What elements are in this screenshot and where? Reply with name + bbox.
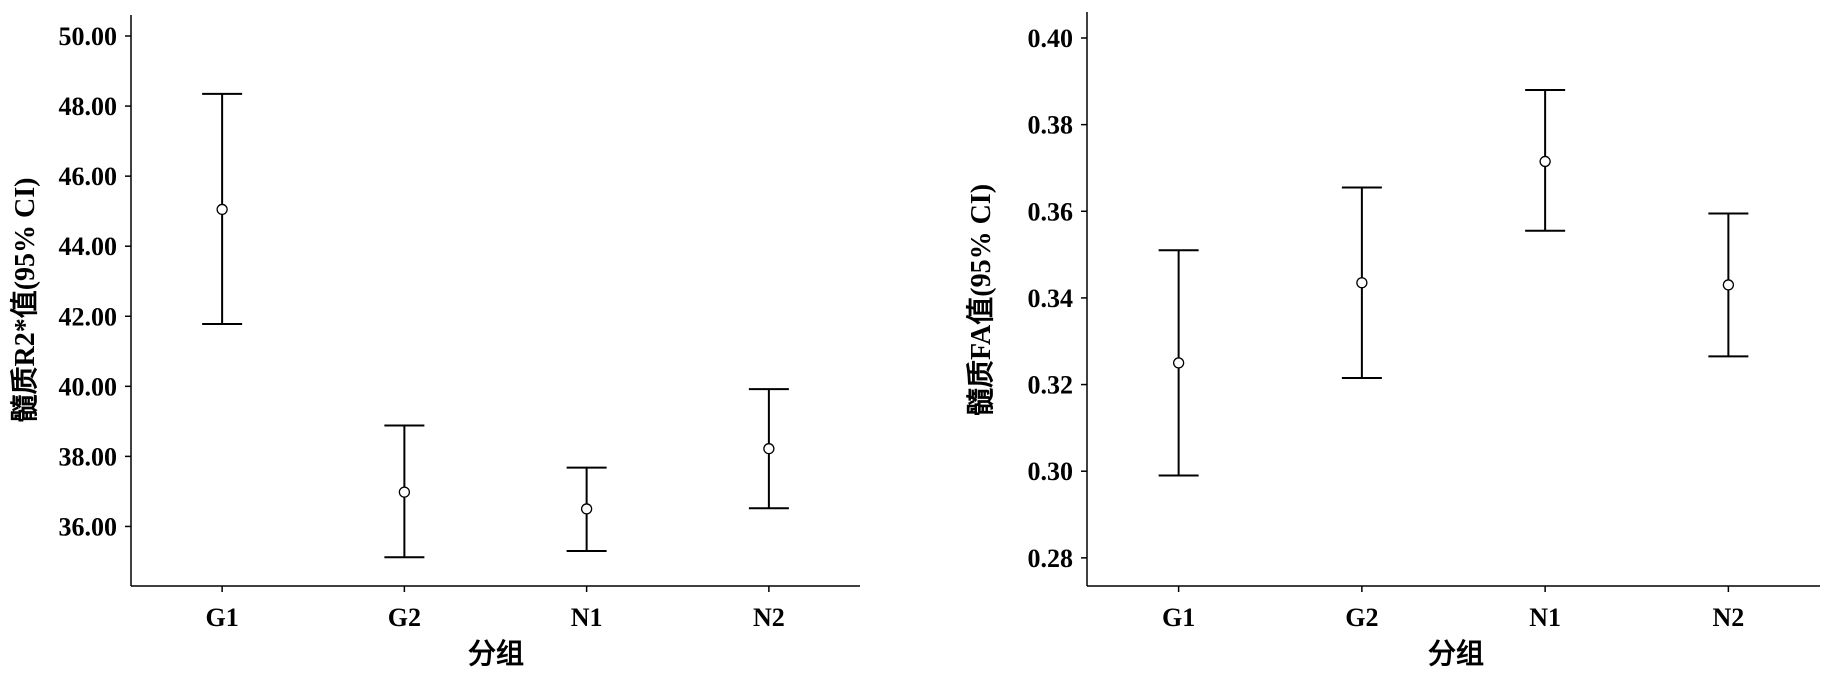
- y-axis-title: 髓质FA值(95% CI): [965, 184, 997, 416]
- y-tick-label: 0.38: [1028, 111, 1074, 140]
- mean-point-n2: [763, 443, 775, 455]
- mean-point-g2: [398, 486, 411, 498]
- y-tick-label: 0.34: [1028, 284, 1074, 313]
- mean-point-g1: [216, 203, 228, 216]
- y-tick-label: 46.00: [59, 162, 118, 191]
- chart-panel-r2star: 髓质R2*值(95% CI) 分组 36.00 38.00 40.00 42.00 44…: [9, 15, 860, 670]
- y-tick-label: 42.00: [59, 302, 118, 331]
- y-tick-label: 48.00: [59, 92, 118, 121]
- y-tick-label: 40.00: [59, 372, 118, 401]
- y-tick-label: 50.00: [59, 22, 118, 51]
- mean-point-g2: [1356, 277, 1368, 289]
- y-tick-label: 44.00: [59, 232, 118, 261]
- y-axis-title: 髓质R2*值(95% CI): [9, 178, 41, 423]
- y-tick-label: 0.28: [1028, 544, 1074, 573]
- mean-point-n2: [1722, 279, 1735, 291]
- y-tick-label: 0.32: [1028, 371, 1074, 400]
- y-tick-label: 38.00: [59, 442, 118, 471]
- y-tick-label: 0.36: [1028, 197, 1074, 226]
- x-tick-label: N2: [1712, 603, 1744, 632]
- x-tick-label: N1: [571, 603, 603, 632]
- y-tick-label: 0.40: [1028, 24, 1074, 53]
- chart-panel-fa: 髓质FA值(95% CI) 分组 0.28 0.30 0.32 0.34 0.36 0.3…: [965, 12, 1820, 670]
- x-tick-label: G1: [206, 603, 239, 632]
- mean-point-g1: [1172, 357, 1185, 369]
- x-tick-label: G1: [1162, 603, 1195, 632]
- y-tick-label: 0.30: [1028, 457, 1074, 486]
- y-tick-label: 36.00: [59, 512, 118, 541]
- mean-point-n1: [580, 503, 593, 515]
- x-tick-label: N2: [753, 603, 785, 632]
- x-tick-label: G2: [388, 603, 421, 632]
- x-axis-title: 分组: [468, 638, 524, 670]
- x-tick-label: N1: [1529, 603, 1561, 632]
- mean-point-n1: [1539, 155, 1551, 168]
- x-tick-label: G2: [1345, 603, 1378, 632]
- x-axis-title: 分组: [1428, 638, 1484, 670]
